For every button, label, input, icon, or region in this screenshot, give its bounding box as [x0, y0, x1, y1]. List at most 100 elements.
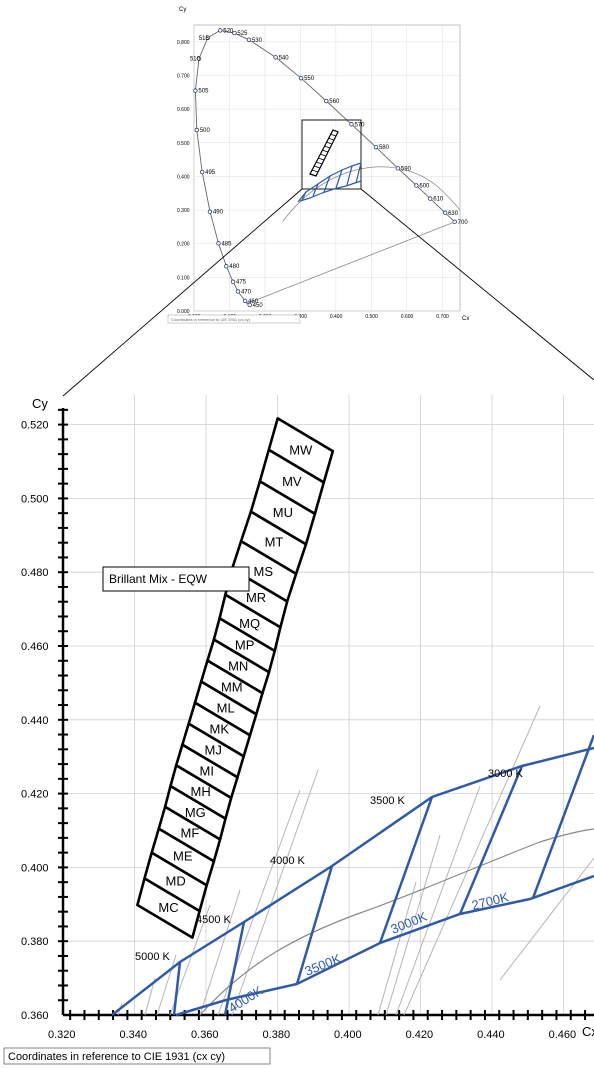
bin-label-MP: MP: [235, 637, 255, 652]
overview-wavelength-label: 460: [248, 299, 259, 305]
overview-wavelength-label: 610: [433, 197, 444, 203]
overview-locus-point: [200, 170, 204, 174]
overview-y-tick-label: 0.400: [177, 174, 190, 180]
overview-locus-point: [194, 89, 198, 93]
overview-y-tick-label: 0.500: [177, 141, 190, 147]
overview-wavelength-label: 590: [401, 166, 412, 172]
detail-x-tick-label: 0.420: [406, 1029, 434, 1041]
overview-chart: 0.000 0.100 0.200 0.300 0.400 0.500 0.600 0.700…: [168, 7, 469, 323]
overview-locus-point: [415, 184, 419, 188]
detail-y-tick-label: 0.460: [21, 641, 49, 653]
overview-wavelength-label: 475: [236, 280, 247, 286]
overview-x-tick-label: 0.400: [330, 314, 343, 320]
cct-label-3500: 3500 K: [370, 795, 406, 807]
cct-label-5000: 5000 K: [135, 951, 171, 963]
bin-label-MM: MM: [221, 679, 243, 694]
bin-label-MW: MW: [289, 442, 313, 457]
ansi-label-2700K: 2700K: [470, 889, 510, 913]
bin-label-MI: MI: [200, 763, 214, 778]
overview-x-tick-label: 0.600: [401, 314, 414, 320]
detail-y-tick-label: 0.480: [21, 567, 49, 579]
detail-x-tick-label: 0.380: [263, 1029, 291, 1041]
overview-wavelength-label: 570: [354, 122, 365, 128]
overview-wavelength-label: 630: [448, 211, 459, 217]
detail-y-tick-label: 0.520: [21, 420, 49, 432]
bin-label-MR: MR: [246, 590, 266, 605]
overview-wavelength-label: 525: [237, 31, 248, 37]
overview-locus-point: [443, 211, 447, 215]
overview-locus-point: [396, 167, 400, 171]
overview-locus-point: [453, 220, 457, 224]
detail-x-title: Cx: [582, 1024, 594, 1039]
overview-wavelength-label: 495: [205, 170, 216, 176]
overview-wavelength-label: 540: [279, 55, 290, 61]
overview-y-tick-label: 0.300: [177, 208, 190, 214]
overview-locus-point: [195, 128, 199, 132]
detail-y-tick-label: 0.440: [21, 715, 49, 727]
overview-locus-point: [243, 299, 247, 303]
overview-wavelength-label: 580: [379, 145, 390, 151]
bin-label-MN: MN: [228, 658, 248, 673]
detail-chart: 0.320 0.340 0.360 0.380 0.400 0.420 0.440 0.460…: [4, 395, 594, 1064]
overview-y-tick-label: 0.800: [177, 40, 190, 46]
overview-locus-point: [224, 264, 228, 268]
overview-locus-point: [299, 76, 303, 80]
overview-wavelength-label: 700: [458, 220, 469, 226]
overview-x-tick-label: 0.700: [436, 314, 449, 320]
overview-y-title: Cy: [179, 7, 186, 13]
legend-text: Brillant Mix - EQW: [109, 572, 208, 586]
detail-y-tick-label: 0.360: [21, 1010, 49, 1022]
overview-wavelength-label: 600: [419, 183, 430, 189]
bin-label-MG: MG: [185, 805, 206, 820]
overview-wavelength-label: 560: [329, 99, 340, 105]
overview-wavelength-label: 490: [213, 210, 224, 216]
overview-wavelength-label: 505: [198, 89, 209, 95]
overview-wavelength-label: 530: [252, 38, 263, 44]
detail-y-title: Cy: [32, 396, 48, 411]
overview-x-tick-label: 0.500: [365, 314, 378, 320]
detail-y-tick-label: 0.420: [21, 789, 49, 801]
overview-y-tick-label: 0.000: [177, 309, 190, 315]
overview-y-tick-label: 0.100: [177, 275, 190, 281]
bin-label-ML: ML: [217, 700, 235, 715]
overview-wavelength-label: 515: [199, 36, 210, 42]
bin-label-MS: MS: [253, 564, 273, 579]
overview-locus-point: [231, 280, 235, 284]
detail-y-tick-label: 0.380: [21, 936, 49, 948]
ansi-label-3500K: 3500K: [303, 951, 344, 979]
overview-wavelength-label: 480: [229, 264, 240, 270]
detail-x-tick-label: 0.340: [120, 1029, 148, 1041]
overview-note: Coordinates in reference to CIE 1931 (cx…: [171, 317, 251, 322]
detail-grid: [63, 395, 594, 1015]
bin-label-MD: MD: [166, 873, 186, 888]
bin-label-MJ: MJ: [205, 742, 222, 757]
detail-y-tick-label: 0.400: [21, 862, 49, 874]
bin-label-MT: MT: [265, 535, 284, 550]
cct-label-4500: 4500 K: [196, 914, 232, 926]
bin-label-ME: ME: [173, 848, 193, 863]
detail-x-tick-label: 0.440: [477, 1029, 505, 1041]
detail-note: Coordinates in reference to CIE 1931 (cx…: [8, 1051, 225, 1063]
overview-wavelength-label: 485: [221, 241, 232, 247]
overview-locus-point: [428, 197, 432, 201]
overview-locus-point: [274, 56, 278, 60]
detail-x-tick-label: 0.460: [549, 1029, 577, 1041]
overview-wavelength-label: 500: [200, 128, 211, 134]
overview-locus-point: [218, 29, 222, 33]
overview-wavelength-label: 550: [304, 76, 315, 82]
overview-locus-point: [350, 122, 354, 126]
overview-locus-point: [217, 242, 221, 246]
overview-wavelength-label: 470: [241, 289, 252, 295]
bin-label-MQ: MQ: [239, 616, 260, 631]
detail-y-tick-label: 0.500: [21, 493, 49, 505]
overview-y-tick-label: 0.200: [177, 242, 190, 248]
bin-label-MC: MC: [158, 900, 178, 915]
overview-locus-point: [236, 290, 240, 294]
overview-y-tick-label: 0.600: [177, 107, 190, 113]
overview-locus-point: [374, 145, 378, 149]
overview-x-title: Cx: [462, 316, 469, 322]
cct-label-4000: 4000 K: [270, 855, 306, 867]
bin-label-MV: MV: [282, 474, 302, 489]
overview-locus-point: [208, 210, 212, 214]
